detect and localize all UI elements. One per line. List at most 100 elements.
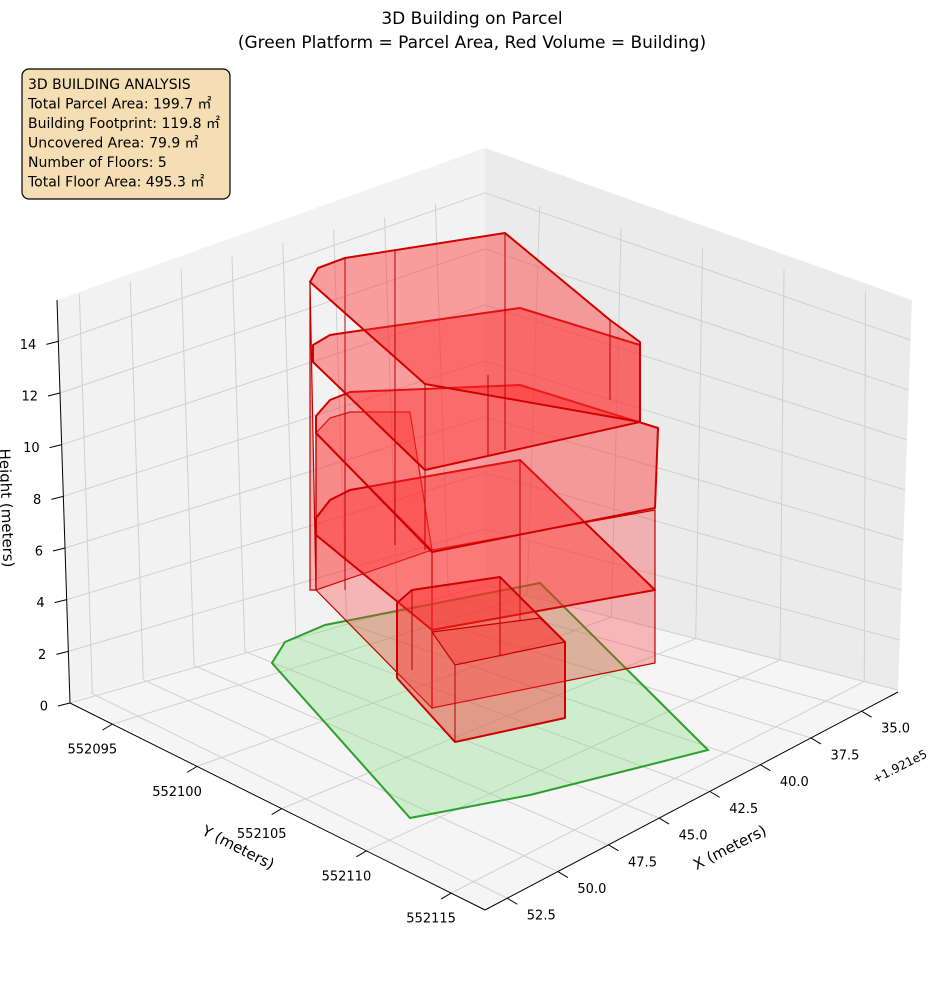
x-tick-label: 42.5: [729, 802, 758, 817]
grid-line: [695, 248, 704, 639]
annotation: 3D BUILDING ANALYSIS Total Parcel Area: 1…: [27, 77, 220, 191]
grid-line: [484, 304, 908, 441]
y-tick-label: 552110: [322, 869, 372, 884]
grid-line: [143, 679, 559, 872]
z-tick-label: 12: [21, 390, 38, 405]
grid-line: [78, 294, 93, 694]
left-pane: [57, 148, 485, 700]
grid-line: [434, 204, 449, 596]
x-tick-label: 40.0: [780, 775, 809, 790]
z-tick: [47, 392, 61, 397]
x-axis-line: [484, 691, 899, 911]
grid-line: [92, 693, 508, 899]
grid-line: [196, 616, 612, 767]
z-tick: [57, 702, 71, 707]
grid-line: [484, 584, 899, 691]
z-tick: [51, 495, 64, 500]
grid-line: [180, 268, 195, 666]
z-tick-label: 0: [40, 700, 48, 715]
grid-line: [281, 638, 696, 810]
x-tick-label: 52.5: [527, 909, 556, 924]
z-tick-label: 4: [36, 596, 44, 611]
annotation-line: Uncovered Area: 79.9 ㎡: [28, 136, 199, 152]
grid-line: [64, 416, 486, 549]
x-tick: [810, 737, 822, 745]
z-tick-label: 14: [20, 338, 37, 353]
building-edge: [309, 281, 317, 591]
x-tick: [557, 871, 569, 878]
y-tick-label: 552105: [237, 827, 287, 842]
grid-line: [484, 248, 909, 391]
grid-line: [112, 595, 528, 725]
annotation-box: [21, 68, 231, 200]
annotation-line: Total Floor Area: 495.3 ㎡: [27, 175, 204, 191]
annotation-line: Building Footprint: 119.8 ㎡: [28, 116, 220, 132]
floor-slab: [315, 384, 659, 553]
x-tick-label: 45.0: [679, 829, 708, 844]
z-axis-label: Height (meters): [0, 448, 18, 568]
x-tick: [760, 764, 771, 772]
grid-line: [244, 651, 660, 819]
x-tick-label: 37.5: [830, 748, 859, 763]
x-tick: [861, 710, 872, 718]
z-tick: [46, 340, 59, 345]
grid-line: [484, 192, 911, 341]
grid-line: [610, 227, 622, 618]
annotation-line: Total Parcel Area: 199.7 ㎡: [27, 97, 212, 113]
grid-line: [450, 680, 865, 894]
y-tick: [102, 723, 113, 731]
z-tick: [49, 444, 62, 449]
y-tick: [356, 850, 367, 858]
x-tick: [608, 844, 619, 852]
x-tick: [507, 897, 518, 905]
grid-line: [129, 281, 144, 680]
y-axis-line: [69, 702, 486, 911]
z-tick-label: 6: [35, 545, 43, 560]
grid-line: [346, 622, 761, 766]
z-tick-label: 10: [23, 441, 40, 456]
y-tick-label: 552115: [406, 912, 456, 927]
y-tick: [440, 892, 452, 900]
grid-line: [231, 255, 246, 652]
x-tick: [709, 790, 720, 798]
z-tick-label: 2: [38, 648, 46, 663]
grid-line: [66, 472, 486, 601]
grid-line: [779, 269, 785, 661]
z-tick: [56, 650, 69, 655]
x-tick-label: 50.0: [577, 882, 606, 897]
grid-line: [63, 360, 486, 497]
grid-line: [863, 291, 866, 682]
x-tick: [658, 817, 670, 825]
parcel-platform: [270, 581, 710, 820]
grid-line: [68, 528, 486, 652]
grid-line: [282, 242, 297, 638]
grid-line: [69, 584, 486, 704]
grid-line: [193, 665, 609, 846]
x-tick-label: 47.5: [628, 855, 657, 870]
annotation-line: Number of Floors: 5: [28, 155, 167, 171]
annotation-line: 3D BUILDING ANALYSIS: [28, 77, 191, 93]
grid-line: [58, 192, 486, 342]
grid-line: [484, 360, 906, 491]
grid-line: [526, 205, 541, 596]
chart-title: 3D Building on Parcel: [381, 9, 562, 29]
lower-block-top: [430, 617, 567, 666]
floor-slab: [315, 459, 656, 631]
z-tick: [54, 599, 67, 604]
grid-line: [61, 304, 486, 446]
x-tick-label: 35.0: [881, 722, 910, 737]
z-tick: [52, 547, 66, 552]
y-tick-label: 552100: [152, 785, 202, 800]
grid-line: [295, 636, 710, 792]
x-offset-label: +1.921e5: [870, 747, 929, 786]
y-tick: [186, 765, 198, 773]
z-tick-label: 8: [33, 493, 41, 508]
grid-line: [59, 248, 486, 394]
chart-subtitle: (Green Platform = Parcel Area, Red Volum…: [238, 33, 706, 53]
grid-line: [366, 659, 781, 852]
y-tick: [271, 808, 282, 816]
z-axis-line: [56, 299, 71, 704]
grid-line: [484, 528, 900, 641]
grid-line: [484, 416, 904, 541]
